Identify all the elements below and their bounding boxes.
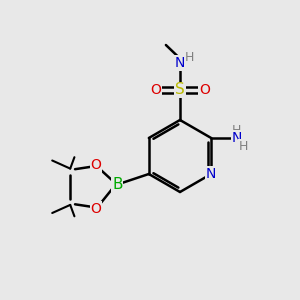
Text: H: H — [184, 51, 194, 64]
Text: N: N — [232, 131, 242, 145]
Text: S: S — [175, 82, 185, 98]
Text: N: N — [206, 167, 216, 181]
Text: O: O — [90, 202, 101, 215]
Text: O: O — [199, 83, 210, 97]
Text: O: O — [150, 83, 161, 97]
Text: N: N — [175, 56, 185, 70]
Text: B: B — [112, 177, 123, 192]
Text: H: H — [238, 140, 248, 153]
Text: O: O — [90, 158, 101, 172]
Text: H: H — [232, 124, 242, 137]
